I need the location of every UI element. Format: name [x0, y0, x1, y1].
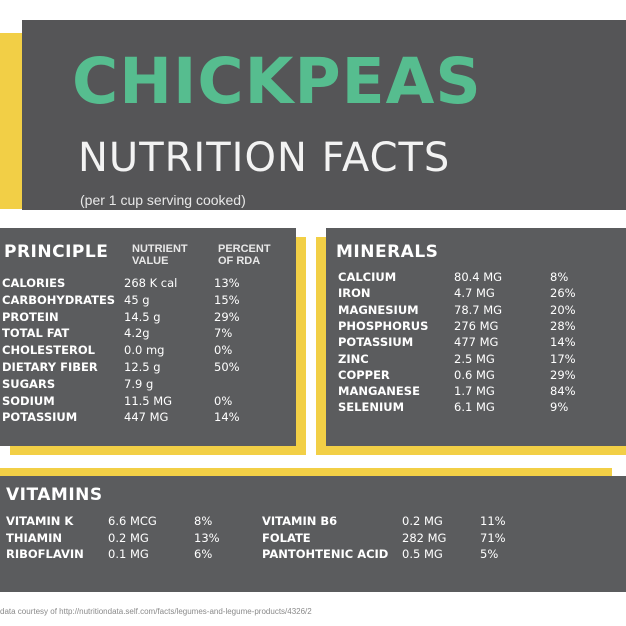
row-name: SODIUM — [2, 393, 55, 408]
row-value: 0.2 MG — [108, 530, 149, 545]
principle-title: PRINCIPLE — [4, 242, 109, 262]
row-value: 11.5 MG — [124, 393, 173, 408]
row-rda: 13% — [214, 276, 240, 290]
row-name: PANTOHTENIC ACID — [262, 547, 389, 561]
row-value: 14.5 g — [124, 309, 161, 324]
row-value: 447 MG — [124, 410, 169, 425]
header-panel: CHICKPEAS NUTRITION FACTS (per 1 cup ser… — [22, 20, 626, 210]
row-name: MAGNESIUM — [338, 302, 419, 317]
row-rda: 5% — [480, 547, 499, 561]
row-value: 7.9 g — [124, 376, 154, 391]
row-rda: 6% — [194, 547, 213, 561]
row-value: 4.7 MG — [454, 286, 495, 301]
row-value: 0.5 MG — [402, 547, 443, 561]
row-name: ZINC — [338, 351, 369, 366]
row-rda: 7% — [214, 326, 233, 341]
row-name: RIBOFLAVIN — [6, 547, 84, 561]
row-rda: 8% — [550, 270, 569, 284]
row-value: 0.1 MG — [108, 547, 149, 561]
vitamins-panel: VITAMINS VITAMIN K 6.6 MCG 8% THIAMIN 0.2 MG… — [0, 476, 626, 592]
row-value: 80.4 MG — [454, 270, 503, 284]
row-value: 282 MG — [402, 530, 447, 545]
row-name: CHOLESTEROL — [2, 343, 95, 358]
row-name: SELENIUM — [338, 400, 405, 415]
row-value: 0.6 MG — [454, 367, 495, 382]
row-name: DIETARY FIBER — [2, 360, 98, 374]
row-rda: 20% — [550, 302, 576, 317]
row-rda: 17% — [550, 351, 576, 366]
row-value: 2.5 MG — [454, 351, 495, 366]
row-name: CALCIUM — [338, 270, 397, 284]
minerals-title: MINERALS — [336, 242, 439, 262]
vitamins-title: VITAMINS — [6, 485, 103, 505]
row-value: 12.5 g — [124, 360, 161, 374]
row-value: 0.2 MG — [402, 514, 443, 528]
data-credit: data courtesy of http://nutritiondata.se… — [0, 607, 312, 616]
row-rda: 28% — [550, 318, 576, 333]
row-value: 0.0 mg — [124, 343, 165, 358]
row-rda: 14% — [214, 410, 240, 425]
row-rda: 50% — [214, 360, 240, 374]
row-rda: 13% — [194, 530, 220, 545]
row-name: THIAMIN — [6, 530, 62, 545]
row-rda: 0% — [214, 393, 233, 408]
row-value: 6.6 MCG — [108, 514, 157, 528]
row-rda: 0% — [214, 343, 233, 358]
row-value: 6.1 MG — [454, 400, 495, 415]
page-title: CHICKPEAS — [72, 45, 482, 118]
row-name: PROTEIN — [2, 309, 59, 324]
row-name: TOTAL FAT — [2, 326, 70, 341]
row-name: POTASSIUM — [2, 410, 78, 425]
row-value: 4.2g — [124, 326, 150, 341]
row-rda: 29% — [550, 367, 576, 382]
row-name: SUGARS — [2, 376, 56, 391]
serving-note: (per 1 cup serving cooked) — [80, 192, 246, 208]
row-name: COPPER — [338, 367, 390, 382]
row-name: VITAMIN B6 — [262, 514, 338, 528]
row-rda: 71% — [480, 530, 506, 545]
row-name: MANGANESE — [338, 384, 420, 399]
row-value: 1.7 MG — [454, 384, 495, 399]
row-name: POTASSIUM — [338, 335, 414, 350]
row-rda: 29% — [214, 309, 240, 324]
row-name: CARBOHYDRATES — [2, 292, 116, 307]
principle-panel: PRINCIPLE NUTRIENT VALUE PERCENT OF RDA … — [0, 228, 296, 446]
row-name: VITAMIN K — [6, 514, 74, 528]
row-value: 268 K cal — [124, 276, 178, 290]
row-value: 276 MG — [454, 318, 499, 333]
nutrient-value-header: NUTRIENT VALUE — [132, 243, 188, 267]
row-rda: 8% — [194, 514, 213, 528]
row-value: 78.7 MG — [454, 302, 503, 317]
page-subtitle: NUTRITION FACTS — [78, 135, 451, 181]
minerals-panel: MINERALS CALCIUM 80.4 MG 8% IRON 4.7 MG 26% MA… — [326, 228, 626, 446]
row-rda: 15% — [214, 292, 240, 307]
row-rda: 84% — [550, 384, 576, 399]
row-value: 477 MG — [454, 335, 499, 350]
row-value: 45 g — [124, 292, 150, 307]
percent-rda-header: PERCENT OF RDA — [218, 243, 271, 267]
row-name: FOLATE — [262, 530, 311, 545]
row-rda: 9% — [550, 400, 569, 415]
row-rda: 26% — [550, 286, 576, 301]
row-name: PHOSPHORUS — [338, 318, 429, 333]
row-rda: 14% — [550, 335, 576, 350]
row-rda: 11% — [480, 514, 506, 528]
row-name: CALORIES — [2, 276, 66, 290]
row-name: IRON — [338, 286, 371, 301]
